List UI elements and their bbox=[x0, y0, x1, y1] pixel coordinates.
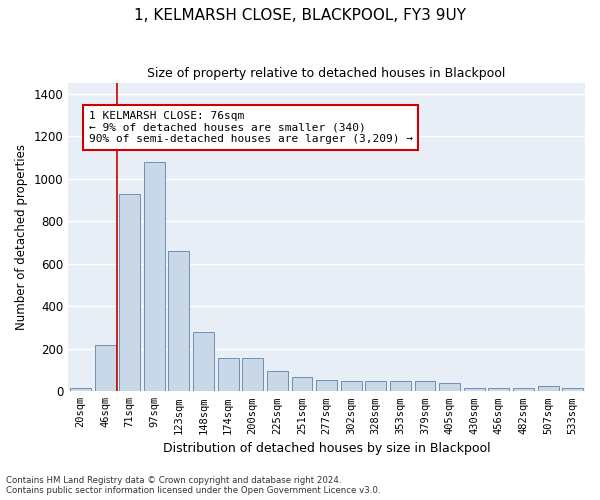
Bar bbox=[119, 194, 140, 392]
Bar bbox=[218, 358, 239, 392]
Bar bbox=[538, 386, 559, 392]
Bar bbox=[365, 380, 386, 392]
Bar bbox=[169, 251, 190, 392]
X-axis label: Distribution of detached houses by size in Blackpool: Distribution of detached houses by size … bbox=[163, 442, 490, 455]
Bar bbox=[513, 388, 534, 392]
Bar bbox=[316, 380, 337, 392]
Bar bbox=[267, 371, 288, 392]
Bar bbox=[464, 388, 485, 392]
Bar bbox=[144, 162, 165, 392]
Bar bbox=[292, 378, 313, 392]
Bar bbox=[415, 380, 436, 392]
Text: Contains HM Land Registry data © Crown copyright and database right 2024.
Contai: Contains HM Land Registry data © Crown c… bbox=[6, 476, 380, 495]
Text: 1, KELMARSH CLOSE, BLACKPOOL, FY3 9UY: 1, KELMARSH CLOSE, BLACKPOOL, FY3 9UY bbox=[134, 8, 466, 22]
Title: Size of property relative to detached houses in Blackpool: Size of property relative to detached ho… bbox=[148, 68, 506, 80]
Bar bbox=[341, 380, 362, 392]
Bar bbox=[95, 344, 116, 392]
Bar bbox=[70, 388, 91, 392]
Y-axis label: Number of detached properties: Number of detached properties bbox=[15, 144, 28, 330]
Bar bbox=[193, 332, 214, 392]
Bar bbox=[439, 383, 460, 392]
Bar bbox=[242, 358, 263, 392]
Bar bbox=[562, 388, 583, 392]
Text: 1 KELMARSH CLOSE: 76sqm
← 9% of detached houses are smaller (340)
90% of semi-de: 1 KELMARSH CLOSE: 76sqm ← 9% of detached… bbox=[89, 111, 413, 144]
Bar bbox=[488, 388, 509, 392]
Bar bbox=[390, 380, 411, 392]
